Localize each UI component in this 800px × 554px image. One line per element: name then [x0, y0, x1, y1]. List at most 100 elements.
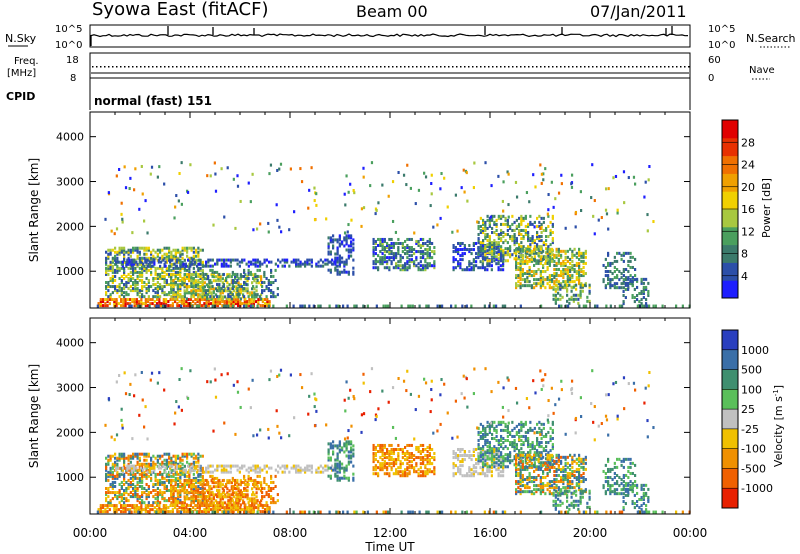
velocity-cell	[219, 485, 222, 489]
power-cell	[563, 283, 566, 287]
power-cell	[190, 285, 193, 289]
power-cell	[308, 258, 311, 262]
power-cell	[604, 286, 607, 290]
power-cell	[520, 216, 523, 220]
nave-dot	[580, 66, 582, 68]
power-cell	[551, 239, 554, 243]
power-cell	[180, 161, 183, 165]
nave-dot	[172, 66, 174, 68]
power-cell	[134, 283, 137, 287]
power-cell	[390, 260, 393, 264]
power-cell	[338, 262, 341, 266]
power-cell	[150, 258, 153, 262]
power-cell	[199, 248, 202, 252]
power-cell	[454, 258, 457, 262]
power-cell	[130, 304, 133, 308]
nave-dot	[272, 66, 274, 68]
power-cell	[379, 244, 382, 248]
velocity-cell	[246, 506, 249, 510]
power-cell	[524, 230, 527, 234]
power-cell	[189, 264, 192, 268]
velocity-cell	[212, 501, 215, 505]
power-cell	[549, 228, 552, 232]
power-cell	[502, 262, 505, 266]
power-cell	[507, 215, 510, 219]
velocity-cell	[116, 458, 119, 462]
power-cell	[517, 249, 520, 253]
power-cell	[383, 260, 386, 264]
power-cell	[419, 237, 422, 241]
velocity-cell	[243, 476, 246, 480]
power-cell	[551, 230, 554, 234]
power-cell	[484, 247, 487, 251]
velocity-cell	[163, 487, 166, 491]
power-cell	[107, 191, 110, 195]
velocity-cell	[234, 487, 237, 491]
power-cell	[213, 270, 216, 274]
velocity-cell	[124, 510, 127, 514]
power-cell	[538, 235, 541, 239]
power-cell	[551, 247, 554, 251]
power-cell	[136, 256, 139, 260]
velocity-cell	[134, 454, 137, 458]
power-cell	[130, 258, 133, 262]
velocity-cell	[143, 474, 146, 478]
power-cell	[507, 172, 510, 176]
power-cell	[143, 246, 146, 250]
power-cell	[477, 239, 480, 243]
velocity-cell	[170, 493, 173, 497]
velocity-cell	[247, 482, 250, 486]
power-cell	[533, 225, 536, 229]
power-cell	[154, 256, 157, 260]
power-cell	[272, 281, 275, 285]
power-cell	[493, 252, 496, 256]
power-cell	[521, 249, 524, 253]
power-cell	[120, 281, 123, 285]
power-cell	[143, 266, 146, 270]
nave-dot	[628, 66, 630, 68]
power-cell	[362, 166, 365, 170]
power-cell	[134, 167, 137, 171]
power-cell	[218, 295, 221, 299]
velocity-cell	[248, 508, 251, 512]
power-cell	[114, 278, 117, 282]
velocity-cell	[381, 450, 384, 454]
power-cell	[217, 289, 220, 293]
power-cell	[227, 274, 230, 278]
power-cell	[616, 286, 619, 290]
power-cell	[227, 287, 230, 291]
nave-dot	[300, 66, 302, 68]
velocity-cell	[195, 466, 198, 470]
power-cell	[521, 274, 524, 278]
power-cell	[546, 282, 549, 286]
power-cell	[374, 266, 377, 270]
frequency-trace	[91, 66, 690, 74]
power-cell	[410, 260, 413, 264]
velocity-cell	[114, 462, 117, 466]
power-cell	[540, 224, 543, 228]
power-cell	[198, 300, 201, 304]
power-cell	[163, 276, 166, 280]
velocity-cell	[165, 506, 168, 510]
power-cell	[297, 258, 300, 262]
velocity-cell	[176, 508, 179, 512]
power-cell	[381, 244, 384, 248]
velocity-cell	[326, 464, 329, 468]
power-cell	[231, 278, 234, 282]
power-cell	[625, 251, 628, 255]
power-cell	[216, 302, 219, 306]
power-cell	[343, 192, 346, 196]
power-cell	[163, 281, 166, 285]
power-cell	[268, 172, 271, 176]
power-cell	[486, 239, 489, 243]
velocity-cell	[397, 456, 400, 460]
velocity-cell	[270, 487, 273, 491]
velocity-cell	[268, 508, 271, 512]
velocity-cell	[108, 504, 111, 508]
velocity-cell	[329, 446, 332, 450]
velocity-cell	[185, 491, 188, 495]
power-cell	[191, 304, 194, 308]
power-cell	[497, 249, 500, 253]
power-cell	[417, 244, 420, 248]
nave-dot	[600, 66, 602, 68]
